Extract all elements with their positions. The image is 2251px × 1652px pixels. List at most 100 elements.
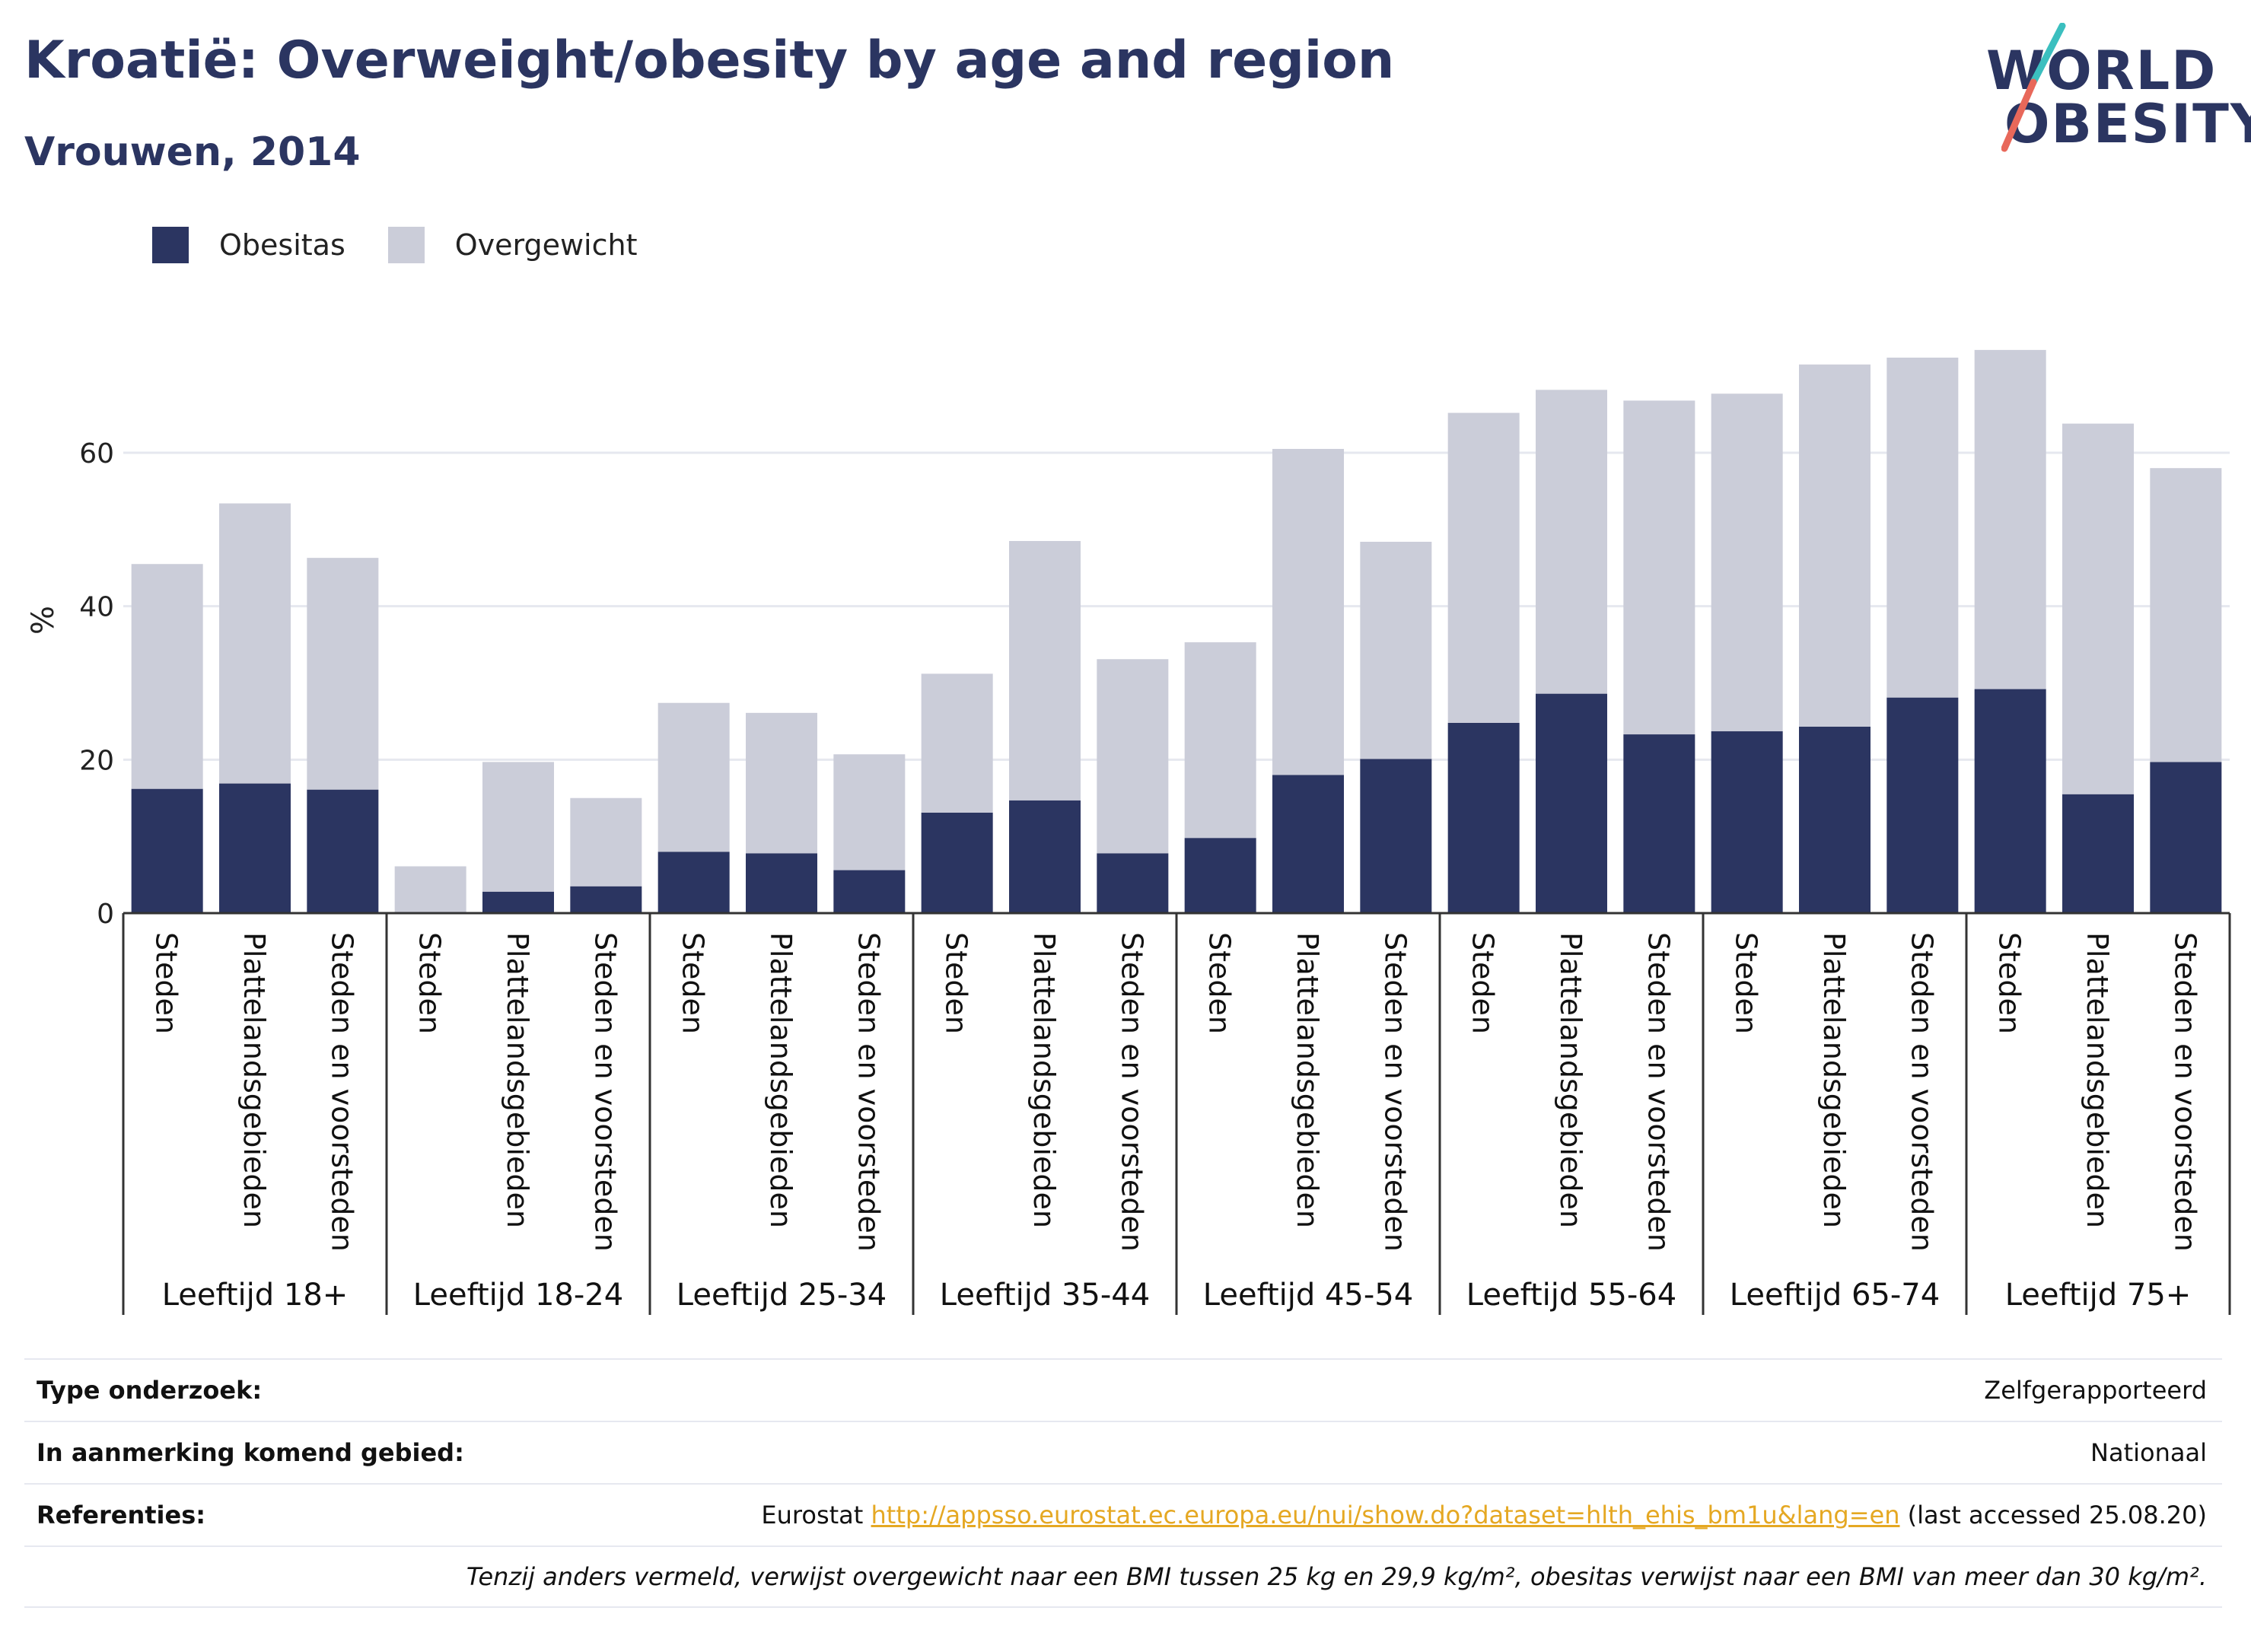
page-title: Kroatië: Overweight/obesity by age and r… xyxy=(24,30,1395,91)
bar-obesitas[interactable] xyxy=(2062,794,2134,913)
x-category-label: Plattelandsgebieden xyxy=(764,932,798,1228)
x-category-label: Plattelandsgebieden xyxy=(501,932,534,1228)
x-category-label: Steden xyxy=(413,932,447,1034)
bar-obesitas[interactable] xyxy=(307,789,379,913)
bar-overgewicht[interactable] xyxy=(657,702,730,852)
bar-obesitas[interactable] xyxy=(2150,762,2222,913)
bar-obesitas[interactable] xyxy=(1184,838,1256,913)
x-category-label: Plattelandsgebieden xyxy=(1817,932,1851,1228)
legend-item-obesitas[interactable]: Obesitas xyxy=(152,227,345,263)
x-group-label: Leeftijd 25-34 xyxy=(677,1278,887,1313)
legend-swatch-obesitas xyxy=(152,227,189,263)
x-category-label: Steden xyxy=(1466,932,1500,1034)
y-tick-label: 60 xyxy=(79,438,114,469)
bar-obesitas[interactable] xyxy=(570,886,642,913)
bar-overgewicht[interactable] xyxy=(921,673,993,813)
bar-obesitas[interactable] xyxy=(1447,722,1520,913)
bar-obesitas[interactable] xyxy=(482,891,554,913)
bar-overgewicht[interactable] xyxy=(1974,349,2046,689)
reference-prefix: Eurostat xyxy=(761,1501,871,1529)
bar-overgewicht[interactable] xyxy=(307,558,379,790)
x-category-label: Plattelandsgebieden xyxy=(237,932,271,1228)
bar-overgewicht[interactable] xyxy=(746,712,817,854)
bar-overgewicht[interactable] xyxy=(1184,642,1256,839)
legend-item-overgewicht[interactable]: Overgewicht xyxy=(387,227,638,263)
info-label: In aanmerking komend gebied: xyxy=(37,1438,464,1467)
x-category-label: Steden en voorsteden xyxy=(1115,932,1148,1252)
bar-obesitas[interactable] xyxy=(833,870,906,913)
bar-obesitas[interactable] xyxy=(1799,726,1871,913)
x-category-label: Steden en voorsteden xyxy=(1378,932,1412,1252)
legend-label-overgewicht: Overgewicht xyxy=(454,228,638,262)
bar-overgewicht[interactable] xyxy=(1009,540,1081,801)
bar-overgewicht[interactable] xyxy=(1799,364,1871,727)
footnote-text: Tenzij anders vermeld, verwijst overgewi… xyxy=(466,1562,2207,1591)
reference-link[interactable]: http://appsso.eurostat.ec.europa.eu/nui/… xyxy=(871,1501,1900,1529)
bar-overgewicht[interactable] xyxy=(1623,400,1695,735)
x-category-label: Steden en voorsteden xyxy=(1905,932,1938,1252)
bar-overgewicht[interactable] xyxy=(1711,393,1783,732)
bar-obesitas[interactable] xyxy=(657,851,730,913)
x-group-label: Leeftijd 55-64 xyxy=(1466,1278,1676,1313)
x-category-label: Steden xyxy=(677,932,710,1034)
bar-obesitas[interactable] xyxy=(1097,853,1169,913)
y-tick-label: 40 xyxy=(79,592,114,623)
bar-obesitas[interactable] xyxy=(1009,800,1081,913)
bar-obesitas[interactable] xyxy=(1974,689,2046,913)
bar-overgewicht[interactable] xyxy=(219,503,291,784)
bar-obesitas[interactable] xyxy=(131,788,203,913)
bar-overgewicht[interactable] xyxy=(2062,423,2134,794)
x-category-label: Steden xyxy=(1203,932,1237,1034)
bar-overgewicht[interactable] xyxy=(1097,659,1169,854)
x-category-label: Plattelandsgebieden xyxy=(2081,932,2114,1228)
bar-obesitas[interactable] xyxy=(1360,759,1432,913)
bar-overgewicht[interactable] xyxy=(1886,357,1959,698)
info-value: Zelfgerapporteerd xyxy=(1984,1376,2207,1405)
bar-obesitas[interactable] xyxy=(746,853,817,913)
x-group-label: Leeftijd 35-44 xyxy=(940,1278,1150,1313)
chart-legend: Obesitas Overgewicht xyxy=(152,227,680,263)
x-category-label: Steden xyxy=(1730,932,1763,1034)
y-axis-label: % xyxy=(26,606,61,635)
info-label: Referenties: xyxy=(37,1501,206,1529)
bar-overgewicht[interactable] xyxy=(833,754,906,871)
bar-obesitas[interactable] xyxy=(1536,693,1607,913)
bar-overgewicht[interactable] xyxy=(482,762,554,892)
bar-obesitas[interactable] xyxy=(1272,775,1344,914)
x-category-label: Steden en voorsteden xyxy=(2168,932,2202,1252)
bar-obesitas[interactable] xyxy=(1623,734,1695,913)
info-row-survey-type: Type onderzoek: Zelfgerapporteerd xyxy=(24,1358,2222,1421)
info-table: Type onderzoek: Zelfgerapporteerd In aan… xyxy=(24,1358,2222,1608)
x-category-label: Steden en voorsteden xyxy=(852,932,885,1252)
y-tick-label: 0 xyxy=(97,899,114,930)
bar-overgewicht[interactable] xyxy=(394,866,466,913)
bar-overgewicht[interactable] xyxy=(1536,390,1607,694)
bar-overgewicht[interactable] xyxy=(1447,412,1520,723)
x-category-label: Steden xyxy=(150,932,183,1034)
bar-obesitas[interactable] xyxy=(219,783,291,913)
logo-line1: WORLD xyxy=(1986,40,2218,102)
x-group-label: Leeftijd 18-24 xyxy=(413,1278,623,1313)
bar-overgewicht[interactable] xyxy=(131,564,203,789)
bar-overgewicht[interactable] xyxy=(1272,448,1344,775)
info-label: Type onderzoek: xyxy=(37,1376,263,1405)
bar-obesitas[interactable] xyxy=(1886,697,1959,913)
x-group-label: Leeftijd 65-74 xyxy=(1730,1278,1940,1313)
x-category-label: Steden xyxy=(1993,932,2027,1034)
world-obesity-logo: WORLD OBESITY xyxy=(1986,30,2251,160)
x-category-label: Plattelandsgebieden xyxy=(1554,932,1587,1228)
bar-overgewicht[interactable] xyxy=(1360,541,1432,759)
bar-obesitas[interactable] xyxy=(921,812,993,913)
bar-overgewicht[interactable] xyxy=(570,797,642,886)
info-value: Nationaal xyxy=(2090,1438,2207,1467)
info-row-footnote: Tenzij anders vermeld, verwijst overgewi… xyxy=(24,1545,2222,1608)
x-category-label: Steden en voorsteden xyxy=(588,932,622,1252)
x-category-label: Steden en voorsteden xyxy=(325,932,358,1252)
info-row-area: In aanmerking komend gebied: Nationaal xyxy=(24,1421,2222,1483)
x-group-label: Leeftijd 18+ xyxy=(162,1278,349,1313)
x-category-label: Plattelandsgebieden xyxy=(1291,932,1324,1228)
x-category-label: Steden xyxy=(940,932,973,1034)
bar-obesitas[interactable] xyxy=(1711,731,1783,913)
bar-overgewicht[interactable] xyxy=(2150,468,2222,762)
legend-swatch-overgewicht xyxy=(387,227,425,263)
